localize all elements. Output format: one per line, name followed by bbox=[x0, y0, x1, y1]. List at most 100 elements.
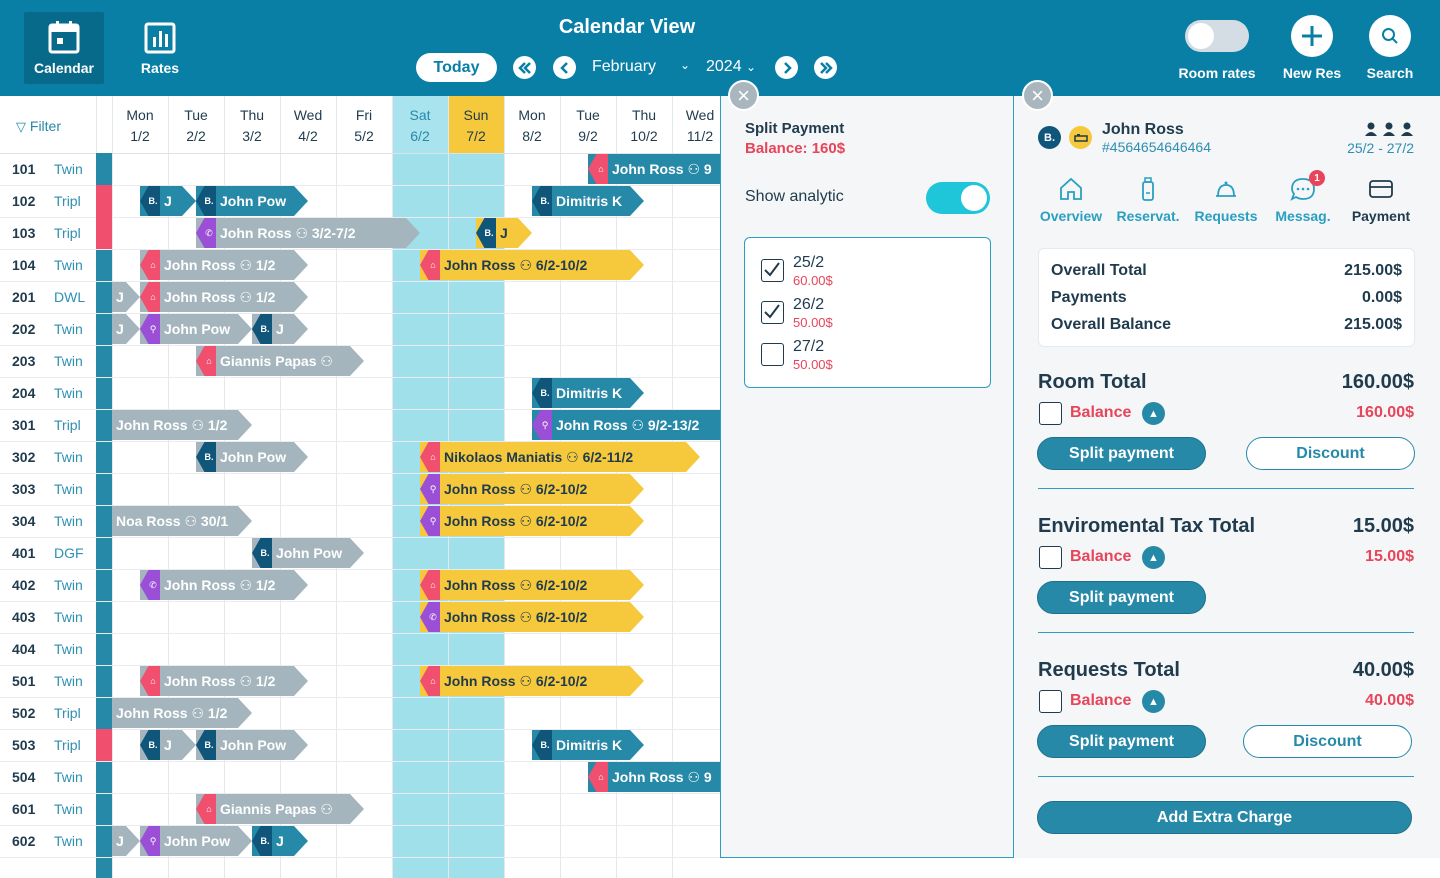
booking-bar[interactable]: B. Dimitris K bbox=[532, 186, 644, 216]
booking-bar[interactable]: J bbox=[112, 314, 140, 344]
room-number[interactable]: 403 bbox=[12, 609, 36, 625]
tab-messages[interactable]: 1 Messag. bbox=[1263, 170, 1343, 224]
booking-bar[interactable]: ⌂ John Ross ⚇ 1/2 bbox=[140, 282, 308, 312]
booking-bar[interactable]: ⌂ John Ross ⚇ 9 bbox=[588, 154, 720, 184]
tax-split-payment-button[interactable]: Split payment bbox=[1037, 581, 1206, 614]
booking-bar[interactable]: B. John Pow bbox=[196, 730, 308, 760]
booking-bar[interactable]: B. J bbox=[476, 218, 532, 248]
date-checkbox-1[interactable] bbox=[761, 259, 784, 282]
booking-bar[interactable]: B. J bbox=[252, 314, 308, 344]
room-number[interactable]: 303 bbox=[12, 481, 36, 497]
date-checkbox-3[interactable] bbox=[761, 343, 784, 366]
month-select[interactable]: February bbox=[592, 58, 657, 75]
booking-bar[interactable]: ✆ John Ross ⚇ 1/2 bbox=[140, 570, 308, 600]
year-select[interactable]: 2024 ⌄ bbox=[706, 58, 756, 76]
room-number[interactable]: 504 bbox=[12, 769, 36, 785]
room-number[interactable]: 401 bbox=[12, 545, 36, 561]
room-number[interactable]: 404 bbox=[12, 641, 36, 657]
room-rates-toggle[interactable] bbox=[1185, 20, 1249, 52]
room-number[interactable]: 502 bbox=[12, 705, 36, 721]
booking-bar[interactable]: ✆ John Ross ⚇ 3/2-7/2 bbox=[196, 218, 420, 248]
day-date: 10/2 bbox=[630, 128, 658, 144]
room-expand-button[interactable]: ▲ bbox=[1142, 402, 1165, 425]
next-fast-button[interactable] bbox=[814, 56, 837, 79]
tab-payment[interactable]: Payment bbox=[1341, 176, 1421, 224]
rates-nav-button[interactable]: Rates bbox=[120, 12, 200, 84]
booking-bar[interactable]: B. J bbox=[140, 730, 196, 760]
add-extra-charge-button[interactable]: Add Extra Charge bbox=[1037, 801, 1412, 834]
summary-value: 215.00$ bbox=[1344, 262, 1402, 279]
room-number[interactable]: 204 bbox=[12, 385, 36, 401]
room-number[interactable]: 602 bbox=[12, 833, 36, 849]
requests-expand-button[interactable]: ▲ bbox=[1142, 690, 1165, 713]
room-number[interactable]: 402 bbox=[12, 577, 36, 593]
booking-bar[interactable]: ⌂ Giannis Papas ⚇ bbox=[196, 346, 364, 376]
tax-balance-checkbox[interactable] bbox=[1039, 546, 1062, 569]
month-chevron-down-icon[interactable]: ⌄ bbox=[680, 58, 691, 72]
room-split-payment-button[interactable]: Split payment bbox=[1037, 437, 1206, 470]
date-checkbox-2[interactable] bbox=[761, 301, 784, 324]
booking-bar[interactable]: ⚲ John Ross ⚇ 9/2-13/2 bbox=[532, 410, 720, 440]
booking-bar[interactable]: ⌂ Giannis Papas ⚇ bbox=[196, 794, 364, 824]
room-number[interactable]: 103 bbox=[12, 225, 36, 241]
booking-bar[interactable]: J bbox=[112, 282, 140, 312]
requests-balance-checkbox[interactable] bbox=[1039, 690, 1062, 713]
booking-bar[interactable]: ⌂ John Ross ⚇ 1/2 bbox=[140, 250, 308, 280]
tab-reservation[interactable]: Reservat. bbox=[1108, 176, 1188, 224]
room-number[interactable]: 202 bbox=[12, 321, 36, 337]
room-number[interactable]: 501 bbox=[12, 673, 36, 689]
tax-expand-button[interactable]: ▲ bbox=[1142, 546, 1165, 569]
booking-bar[interactable]: John Ross ⚇ 1/2 bbox=[112, 410, 252, 440]
booking-bar[interactable]: ⌂ John Ross ⚇ 6/2-10/2 bbox=[420, 666, 644, 696]
booking-bar[interactable]: ⌂ John Ross ⚇ 1/2 bbox=[140, 666, 308, 696]
room-number[interactable]: 201 bbox=[12, 289, 36, 305]
room-number[interactable]: 503 bbox=[12, 737, 36, 753]
booking-bar[interactable]: ⌂ John Ross ⚇ 6/2-10/2 bbox=[420, 250, 644, 280]
room-number[interactable]: 304 bbox=[12, 513, 36, 529]
room-number[interactable]: 102 bbox=[12, 193, 36, 209]
new-res-button[interactable] bbox=[1291, 15, 1333, 57]
booking-bar[interactable]: B. John Pow bbox=[196, 186, 308, 216]
room-number[interactable]: 101 bbox=[12, 161, 36, 177]
booking-bar[interactable]: B. Dimitris K bbox=[532, 730, 644, 760]
next-button[interactable] bbox=[775, 56, 798, 79]
tab-requests[interactable]: Requests bbox=[1186, 176, 1266, 224]
payment-summary-box: Overall Total 215.00$ Payments 0.00$ Overa… bbox=[1038, 248, 1415, 347]
room-number[interactable]: 302 bbox=[12, 449, 36, 465]
room-number[interactable]: 601 bbox=[12, 801, 36, 817]
room-number[interactable]: 203 bbox=[12, 353, 36, 369]
booking-bar[interactable]: ⚲ John Ross ⚇ 6/2-10/2 bbox=[420, 506, 644, 536]
room-number[interactable]: 301 bbox=[12, 417, 36, 433]
booking-bar[interactable]: ⚲ John Ross ⚇ 6/2-10/2 bbox=[420, 474, 644, 504]
booking-bar[interactable]: B. John Pow bbox=[252, 538, 364, 568]
booking-bar[interactable]: ✆ John Ross ⚇ 6/2-10/2 bbox=[420, 602, 644, 632]
booking-bar[interactable]: Noa Ross ⚇ 30/1 bbox=[112, 506, 252, 536]
search-button[interactable] bbox=[1369, 15, 1411, 57]
show-analytic-toggle[interactable] bbox=[926, 182, 990, 214]
requests-discount-button[interactable]: Discount bbox=[1243, 725, 1412, 758]
booking-bar[interactable]: B. Dimitris K bbox=[532, 378, 644, 408]
room-discount-button[interactable]: Discount bbox=[1246, 437, 1415, 470]
booking-bar[interactable]: J bbox=[112, 826, 140, 856]
room-balance-checkbox[interactable] bbox=[1039, 402, 1062, 425]
booking-bar[interactable]: B. J bbox=[140, 186, 196, 216]
filter-button[interactable]: ▽ Filter bbox=[16, 118, 61, 135]
calendar-nav-button[interactable]: Calendar bbox=[24, 12, 104, 84]
booking-bar[interactable]: B. J bbox=[252, 826, 308, 856]
today-button[interactable]: Today bbox=[416, 53, 497, 82]
prev-fast-button[interactable] bbox=[513, 56, 536, 79]
booking-bar[interactable]: ⚲ John Pow bbox=[140, 826, 252, 856]
close-split-panel-button[interactable]: × bbox=[728, 80, 759, 111]
booking-bar[interactable]: ⚲ John Pow bbox=[140, 314, 252, 344]
room-number[interactable]: 104 bbox=[12, 257, 36, 273]
requests-split-payment-button[interactable]: Split payment bbox=[1037, 725, 1206, 758]
booking-bar[interactable]: ⌂ John Ross ⚇ 9 bbox=[588, 762, 720, 792]
booking-bar[interactable]: B. John Pow bbox=[196, 442, 308, 472]
close-reservation-panel-button[interactable]: × bbox=[1022, 80, 1053, 111]
booking-bar[interactable]: John Ross ⚇ 1/2 bbox=[112, 698, 252, 728]
day-header: Tue 9/2 bbox=[560, 96, 616, 153]
prev-button[interactable] bbox=[553, 56, 576, 79]
tab-overview[interactable]: Overview bbox=[1031, 176, 1111, 224]
booking-bar[interactable]: ⌂ John Ross ⚇ 6/2-10/2 bbox=[420, 570, 644, 600]
booking-bar[interactable]: ⌂ Nikolaos Maniatis ⚇ 6/2-11/2 bbox=[420, 442, 700, 472]
